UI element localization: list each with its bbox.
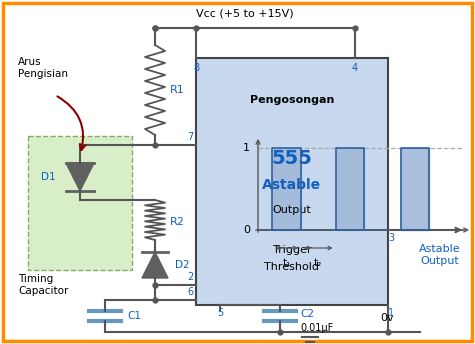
- Text: Trigger: Trigger: [273, 245, 311, 255]
- Polygon shape: [142, 252, 168, 278]
- Text: R2: R2: [170, 217, 185, 227]
- Text: 555: 555: [272, 149, 313, 168]
- Bar: [196, 58, 388, 305]
- Text: 1: 1: [243, 143, 250, 153]
- Text: Threshold: Threshold: [265, 262, 320, 272]
- Text: 4: 4: [352, 63, 358, 73]
- Text: Timing
Capacitor: Timing Capacitor: [18, 274, 68, 296]
- FancyBboxPatch shape: [28, 136, 132, 270]
- Text: Pengosongan: Pengosongan: [250, 95, 334, 105]
- Polygon shape: [335, 148, 364, 230]
- Polygon shape: [401, 148, 429, 230]
- Text: Arus
Pengisian: Arus Pengisian: [18, 57, 68, 79]
- Text: D2: D2: [175, 260, 190, 270]
- Text: 3: 3: [388, 233, 394, 243]
- Text: t₂: t₂: [314, 258, 323, 268]
- Text: 6: 6: [187, 287, 193, 297]
- Text: Vcc (+5 to +15V): Vcc (+5 to +15V): [196, 9, 294, 19]
- Text: C1: C1: [127, 311, 141, 321]
- Polygon shape: [66, 163, 94, 191]
- Text: 8: 8: [193, 63, 199, 73]
- Text: 5: 5: [217, 308, 223, 318]
- Text: 0v: 0v: [380, 313, 394, 323]
- Text: Output: Output: [273, 205, 312, 215]
- Text: 0.01μF: 0.01μF: [300, 323, 333, 333]
- Text: Astable: Astable: [262, 178, 322, 192]
- Text: 2: 2: [187, 272, 193, 282]
- Text: C2: C2: [300, 309, 314, 319]
- Text: D1: D1: [41, 172, 55, 182]
- Text: Astable
Output: Astable Output: [419, 244, 461, 266]
- Text: 7: 7: [187, 132, 193, 142]
- Text: 1: 1: [388, 308, 394, 318]
- Polygon shape: [272, 148, 301, 230]
- Text: 0: 0: [243, 225, 250, 235]
- Text: R1: R1: [170, 85, 185, 95]
- Text: t₁: t₁: [282, 258, 291, 268]
